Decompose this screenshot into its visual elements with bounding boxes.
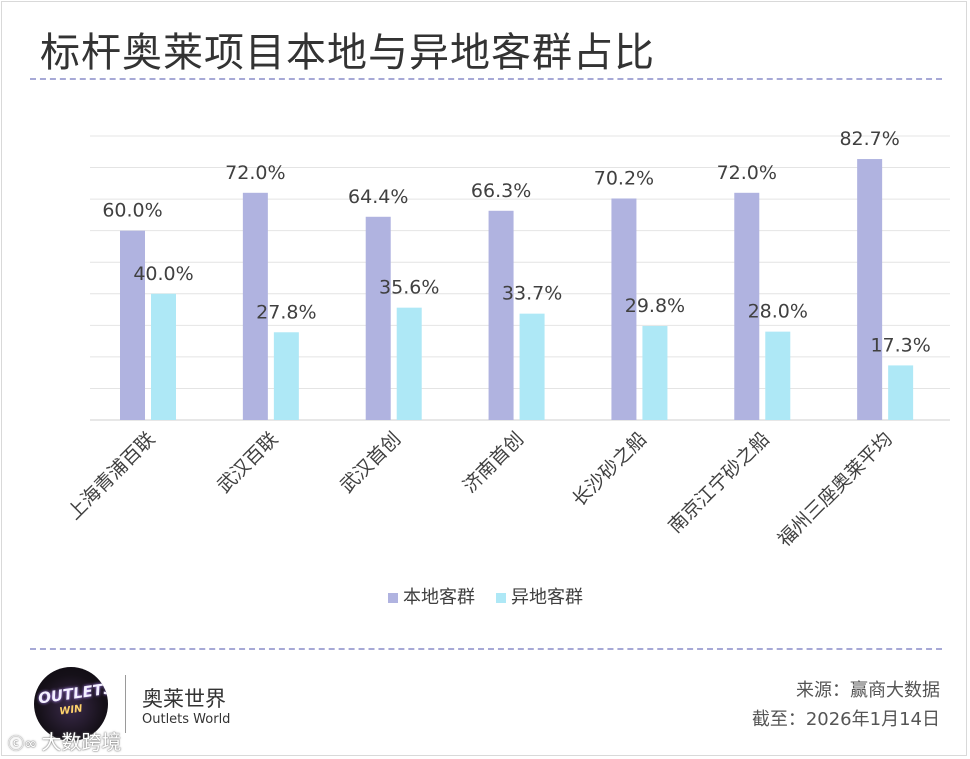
category-label: 福州三座奥莱平均 bbox=[774, 428, 897, 551]
legend-entry: 异地客群 bbox=[511, 587, 583, 608]
watermark: ⓒ∞ 大数跨境 bbox=[8, 726, 121, 755]
brand-separator bbox=[125, 675, 126, 733]
bar-local bbox=[611, 198, 637, 420]
bar-local bbox=[120, 230, 145, 420]
brand-name-cn: 奥莱世界 bbox=[142, 687, 226, 711]
data-label: 17.3% bbox=[870, 334, 930, 356]
category-label: 武汉百联 bbox=[213, 428, 282, 497]
footer-divider bbox=[30, 648, 942, 650]
bar-nonlocal bbox=[765, 331, 791, 420]
legend-entry: 本地客群 bbox=[403, 587, 475, 608]
title-divider bbox=[30, 78, 942, 80]
bar-local bbox=[734, 192, 760, 420]
data-label: 28.0% bbox=[748, 301, 808, 323]
watermark-text: 大数跨境 bbox=[41, 730, 122, 754]
bar-local bbox=[242, 192, 268, 420]
data-label: 64.4% bbox=[348, 186, 408, 208]
category-label: 长沙砂之船 bbox=[568, 428, 651, 511]
bar-local bbox=[857, 159, 883, 420]
category-label: 武汉首创 bbox=[336, 428, 405, 497]
data-label: 35.6% bbox=[379, 277, 439, 299]
data-label: 70.2% bbox=[594, 167, 654, 189]
bar-nonlocal bbox=[519, 313, 545, 420]
legend-swatch bbox=[388, 593, 398, 603]
bar-nonlocal bbox=[273, 332, 299, 420]
date-note: 截至：2026年1月14日 bbox=[751, 709, 940, 730]
bar-nonlocal bbox=[888, 365, 914, 420]
source-note: 来源：赢商大数据 bbox=[796, 680, 940, 701]
bar-nonlocal bbox=[396, 307, 422, 420]
data-label: 29.8% bbox=[625, 295, 685, 317]
data-label: 33.7% bbox=[502, 283, 562, 305]
data-label: 60.0% bbox=[102, 200, 162, 222]
data-label: 27.8% bbox=[256, 301, 316, 323]
watermark-icon: ⓒ∞ bbox=[8, 734, 38, 753]
data-label: 72.0% bbox=[225, 162, 285, 184]
data-label: 82.7% bbox=[839, 128, 899, 150]
legend-swatch bbox=[496, 593, 506, 603]
brand-name-en: Outlets World bbox=[142, 712, 231, 727]
bar-local bbox=[365, 216, 391, 420]
category-label: 济南首创 bbox=[459, 428, 528, 497]
data-label: 72.0% bbox=[717, 162, 777, 184]
category-label: 南京江宁砂之船 bbox=[664, 428, 774, 538]
data-label: 66.3% bbox=[471, 180, 531, 202]
bar-nonlocal bbox=[642, 325, 668, 420]
bar-local bbox=[488, 210, 514, 420]
data-label: 40.0% bbox=[133, 263, 193, 285]
bar-nonlocal bbox=[151, 293, 176, 420]
category-label: 上海青浦百联 bbox=[63, 428, 159, 524]
outlets-world-logo: OUTLETS WIN bbox=[34, 667, 108, 741]
page-title: 标杆奥莱项目本地与异地客群占比 bbox=[40, 30, 655, 76]
bar-chart: 60.0% 40.0% 上海青浦百联 72.0% 27.8% 武汉百联 64.4% 35.6%… bbox=[63, 128, 950, 608]
